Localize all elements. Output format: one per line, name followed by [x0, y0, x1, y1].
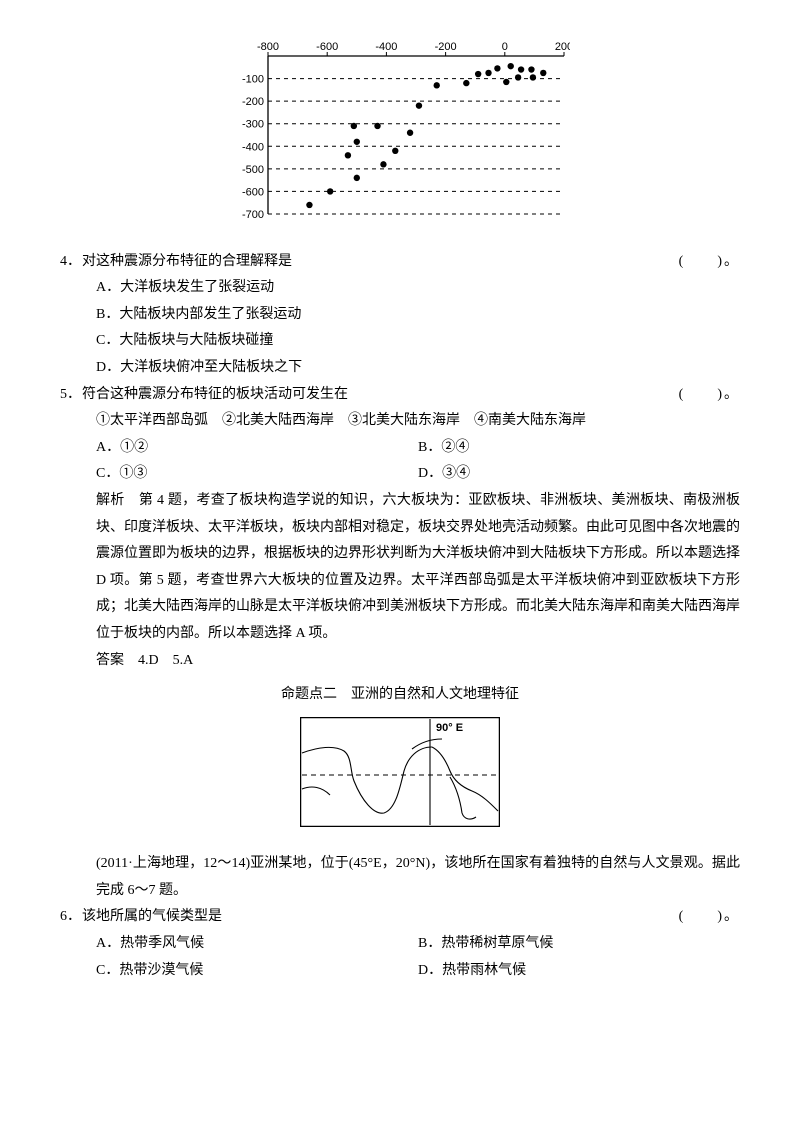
- svg-text:-100: -100: [242, 74, 264, 86]
- q4-option-c: C．大陆板块与大陆板块碰撞: [60, 328, 740, 355]
- svg-text:90° E: 90° E: [436, 722, 463, 734]
- q5-circled-options: ①太平洋西部岛弧 ②北美大陆西海岸 ③北美大陆东海岸 ④南美大陆东海岸: [60, 408, 740, 435]
- q4-option-d: D．大洋板块俯冲至大陆板块之下: [60, 355, 740, 382]
- svg-text:-300: -300: [242, 119, 264, 131]
- q5-stem: 符合这种震源分布特征的板块活动可发生在 ( )。: [82, 382, 740, 409]
- question-6: 6． 该地所属的气候类型是 ( )。: [60, 904, 740, 931]
- q5-row1: A．①② B．②④: [60, 435, 740, 462]
- svg-text:-400: -400: [242, 141, 264, 153]
- intro-text: (2011·上海地理，12～14)亚洲某地，位于(45°E，20°N)，该地所在…: [60, 851, 740, 904]
- svg-text:-600: -600: [242, 186, 264, 198]
- q6-stem-text: 该地所属的气候类型是: [82, 909, 222, 924]
- q4-number: 4．: [60, 249, 82, 276]
- map-container: 90° E: [60, 717, 740, 838]
- q6-stem: 该地所属的气候类型是 ( )。: [82, 904, 740, 931]
- svg-text:200: 200: [555, 41, 570, 53]
- q6-option-a: A．热带季风气候: [96, 931, 418, 958]
- svg-text:-600: -600: [316, 41, 338, 53]
- q4-stem: 对这种震源分布特征的合理解释是 ( )。: [82, 249, 740, 276]
- q6-paren: ( )。: [679, 904, 740, 931]
- q4-paren: ( )。: [679, 249, 740, 276]
- explanation: 解析 第 4 题，考查了板块构造学说的知识，六大板块为：亚欧板块、非洲板块、美洲…: [60, 488, 740, 648]
- q5-number: 5．: [60, 382, 82, 409]
- q4-stem-text: 对这种震源分布特征的合理解释是: [82, 254, 292, 269]
- q5-stem-text: 符合这种震源分布特征的板块活动可发生在: [82, 387, 348, 402]
- q5-option-b: B．②④: [418, 435, 740, 462]
- q5-option-c: C．①③: [96, 461, 418, 488]
- scatter-chart-container: -100 -200 -300 -400 -500 -600 -700 -800 -600 -400…: [60, 40, 740, 231]
- svg-text:-800: -800: [257, 41, 279, 53]
- q5-row2: C．①③ D．③④: [60, 461, 740, 488]
- q5-option-a: A．①②: [96, 435, 418, 462]
- scatter-chart: -100 -200 -300 -400 -500 -600 -700 -800 -600 -400…: [230, 40, 570, 220]
- svg-text:-400: -400: [375, 41, 397, 53]
- question-4: 4． 对这种震源分布特征的合理解释是 ( )。: [60, 249, 740, 276]
- asia-map: 90° E: [300, 717, 500, 827]
- question-5: 5． 符合这种震源分布特征的板块活动可发生在 ( )。: [60, 382, 740, 409]
- svg-text:-200: -200: [242, 96, 264, 108]
- q6-option-d: D．热带雨林气候: [418, 958, 740, 985]
- section-title: 命题点二 亚洲的自然和人文地理特征: [60, 682, 740, 709]
- svg-text:-700: -700: [242, 209, 264, 220]
- q6-option-b: B．热带稀树草原气候: [418, 931, 740, 958]
- q6-row2: C．热带沙漠气候 D．热带雨林气候: [60, 958, 740, 985]
- q6-row1: A．热带季风气候 B．热带稀树草原气候: [60, 931, 740, 958]
- svg-text:-500: -500: [242, 164, 264, 176]
- q4-option-b: B．大陆板块内部发生了张裂运动: [60, 302, 740, 329]
- svg-text:-200: -200: [435, 41, 457, 53]
- q5-option-d: D．③④: [418, 461, 740, 488]
- q6-number: 6．: [60, 904, 82, 931]
- q4-option-a: A．大洋板块发生了张裂运动: [60, 275, 740, 302]
- svg-text:0: 0: [502, 41, 508, 53]
- q6-option-c: C．热带沙漠气候: [96, 958, 418, 985]
- answer-line: 答案 4.D 5.A: [60, 648, 740, 675]
- q5-paren: ( )。: [679, 382, 740, 409]
